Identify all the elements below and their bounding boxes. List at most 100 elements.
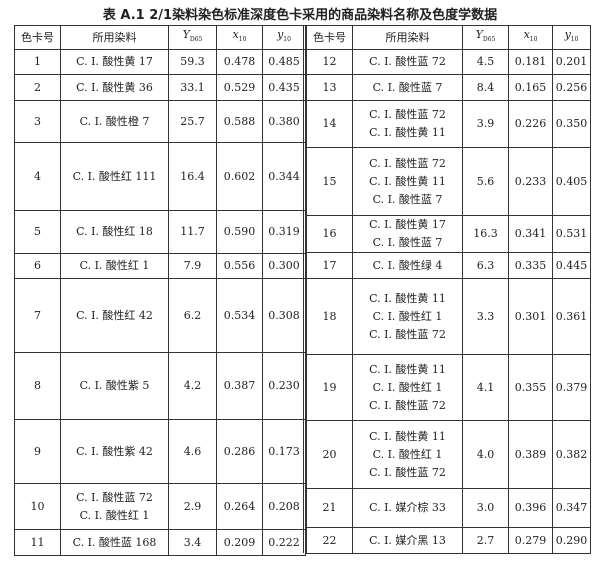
dye-name: C. I. 酸性红 111 <box>72 169 157 183</box>
dye-cell: C. I. 酸性红 42 <box>60 278 169 354</box>
y10-cell: 0.382 <box>552 420 591 490</box>
card-number-cell: 17 <box>306 252 353 280</box>
column-header-subscript: D65 <box>482 36 496 44</box>
data-table-right: 色卡号 所用染料 YD65 x10 y10 12 C. I. 酸性蓝 72 4.5 0.181… <box>306 24 591 555</box>
y-d65-cell: 2.9 <box>168 483 217 531</box>
y10-cell: 0.222 <box>262 529 306 557</box>
card-number-cell: 14 <box>306 100 353 149</box>
dye-name: C. I. 酸性蓝 168 <box>72 535 157 549</box>
y-d65-cell: 4.0 <box>462 420 509 490</box>
dye-name: C. I. 酸性红 1 <box>79 259 150 273</box>
column-header-main: x <box>523 28 530 41</box>
card-number-cell: 4 <box>14 142 61 212</box>
x10-cell: 0.534 <box>216 278 263 354</box>
dye-name: C. I. 酸性蓝 72 <box>369 156 446 170</box>
table-row: 3 C. I. 酸性橙 7 25.7 0.588 0.380 <box>14 100 306 144</box>
y10-cell: 0.290 <box>552 527 591 555</box>
dye-cell: C. I. 酸性黄 36 <box>60 74 169 102</box>
dye-name: C. I. 酸性紫 42 <box>76 444 153 458</box>
table-row: 12 C. I. 酸性蓝 72 4.5 0.181 0.201 <box>306 49 591 76</box>
table-row: 4 C. I. 酸性红 111 16.4 0.602 0.344 <box>14 142 306 212</box>
column-header-main: x <box>232 28 239 41</box>
column-header: 所用染料 <box>352 24 463 51</box>
dye-name: C. I. 酸性紫 5 <box>79 379 150 393</box>
dye-name: C. I. 酸性黄 36 <box>76 80 153 94</box>
x10-cell: 0.209 <box>216 529 263 557</box>
dye-cell: C. I. 酸性黄 17 <box>60 49 169 76</box>
y10-cell: 0.201 <box>552 49 591 76</box>
dye-cell: C. I. 酸性紫 42 <box>60 419 169 485</box>
x10-cell: 0.590 <box>216 210 263 255</box>
y-d65-cell: 7.9 <box>168 253 217 280</box>
x10-cell: 0.335 <box>508 252 553 280</box>
dye-cell: C. I. 酸性红 111 <box>60 142 169 212</box>
card-number-cell: 16 <box>306 215 353 254</box>
x10-cell: 0.301 <box>508 278 553 356</box>
table-row: 21 C. I. 媒介棕 33 3.0 0.396 0.347 <box>306 488 591 529</box>
table-row: 1 C. I. 酸性黄 17 59.3 0.478 0.485 <box>14 49 306 76</box>
dye-name: C. I. 酸性蓝 72 <box>369 398 446 412</box>
table-row: 18 C. I. 酸性黄 11 C. I. 酸性红 1 C. I. 酸性蓝 72 3.3… <box>306 278 591 356</box>
column-header-main: 色卡号 <box>21 30 54 44</box>
dye-name: C. I. 酸性蓝 7 <box>372 192 443 206</box>
y10-cell: 0.344 <box>262 142 306 212</box>
dye-name: C. I. 酸性红 1 <box>372 447 443 461</box>
table-divider <box>303 25 304 553</box>
table-row: 5 C. I. 酸性红 18 11.7 0.590 0.319 <box>14 210 306 255</box>
x10-cell: 0.529 <box>216 74 263 102</box>
dye-cell: C. I. 酸性蓝 72 C. I. 酸性黄 11 <box>352 100 463 149</box>
column-header: 色卡号 <box>306 24 353 51</box>
dye-cell: C. I. 媒介黑 13 <box>352 527 463 555</box>
y-d65-cell: 25.7 <box>168 100 217 144</box>
y10-cell: 0.531 <box>552 215 591 254</box>
y-d65-cell: 3.9 <box>462 100 509 149</box>
table-row: 8 C. I. 酸性紫 5 4.2 0.387 0.230 <box>14 352 306 421</box>
dye-cell: C. I. 酸性绿 4 <box>352 252 463 280</box>
x10-cell: 0.286 <box>216 419 263 485</box>
y-d65-cell: 5.6 <box>462 147 509 217</box>
y-d65-cell: 11.7 <box>168 210 217 255</box>
y10-cell: 0.308 <box>262 278 306 354</box>
x10-cell: 0.264 <box>216 483 263 531</box>
dye-name: C. I. 媒介黑 13 <box>369 533 446 547</box>
y10-cell: 0.319 <box>262 210 306 255</box>
dye-name: C. I. 酸性绿 4 <box>372 258 443 272</box>
dye-name: C. I. 酸性蓝 72 <box>369 55 446 69</box>
column-header: x10 <box>508 24 553 51</box>
table-title: 表 A.1 2/1染料染色标准深度色卡采用的商品染料名称及色度学数据 <box>102 8 498 23</box>
y10-cell: 0.361 <box>552 278 591 356</box>
column-header: YD65 <box>462 24 509 51</box>
y10-cell: 0.380 <box>262 100 306 144</box>
column-header-main: y <box>564 28 571 41</box>
table-row: 19 C. I. 酸性黄 11 C. I. 酸性红 1 C. I. 酸性蓝 72 4.1… <box>306 354 591 422</box>
table-row: 20 C. I. 酸性黄 11 C. I. 酸性红 1 C. I. 酸性蓝 72 4.0… <box>306 420 591 490</box>
column-header: x10 <box>216 24 263 51</box>
column-header-main: Y <box>182 28 190 41</box>
y10-cell: 0.350 <box>552 100 591 149</box>
dye-name: C. I. 酸性红 18 <box>76 225 153 239</box>
dye-cell: C. I. 酸性蓝 168 <box>60 529 169 557</box>
card-number-cell: 22 <box>306 527 353 555</box>
column-header-main: Y <box>475 28 483 41</box>
x10-cell: 0.478 <box>216 49 263 76</box>
card-number-cell: 13 <box>306 74 353 102</box>
dye-name: C. I. 酸性红 42 <box>76 308 153 322</box>
dye-cell: C. I. 酸性红 1 <box>60 253 169 280</box>
card-number-cell: 11 <box>14 529 61 557</box>
card-number-cell: 9 <box>14 419 61 485</box>
table-row: 7 C. I. 酸性红 42 6.2 0.534 0.308 <box>14 278 306 354</box>
dye-name: C. I. 酸性黄 11 <box>369 429 446 443</box>
y-d65-cell: 3.3 <box>462 278 509 356</box>
card-number-cell: 20 <box>306 420 353 490</box>
column-header-main: 所用染料 <box>92 30 137 44</box>
column-header-subscript: D65 <box>189 36 203 44</box>
dye-name: C. I. 酸性蓝 72 <box>369 327 446 341</box>
dye-name: C. I. 酸性蓝 7 <box>372 80 443 94</box>
table-row: 10 C. I. 酸性蓝 72 C. I. 酸性红 1 2.9 0.264 0.208 <box>14 483 306 531</box>
column-header-subscript: 10 <box>283 36 291 44</box>
y-d65-cell: 2.7 <box>462 527 509 555</box>
card-number-cell: 12 <box>306 49 353 76</box>
table-row: 17 C. I. 酸性绿 4 6.3 0.335 0.445 <box>306 252 591 280</box>
column-header-subscript: 10 <box>238 36 247 44</box>
x10-cell: 0.233 <box>508 147 553 217</box>
